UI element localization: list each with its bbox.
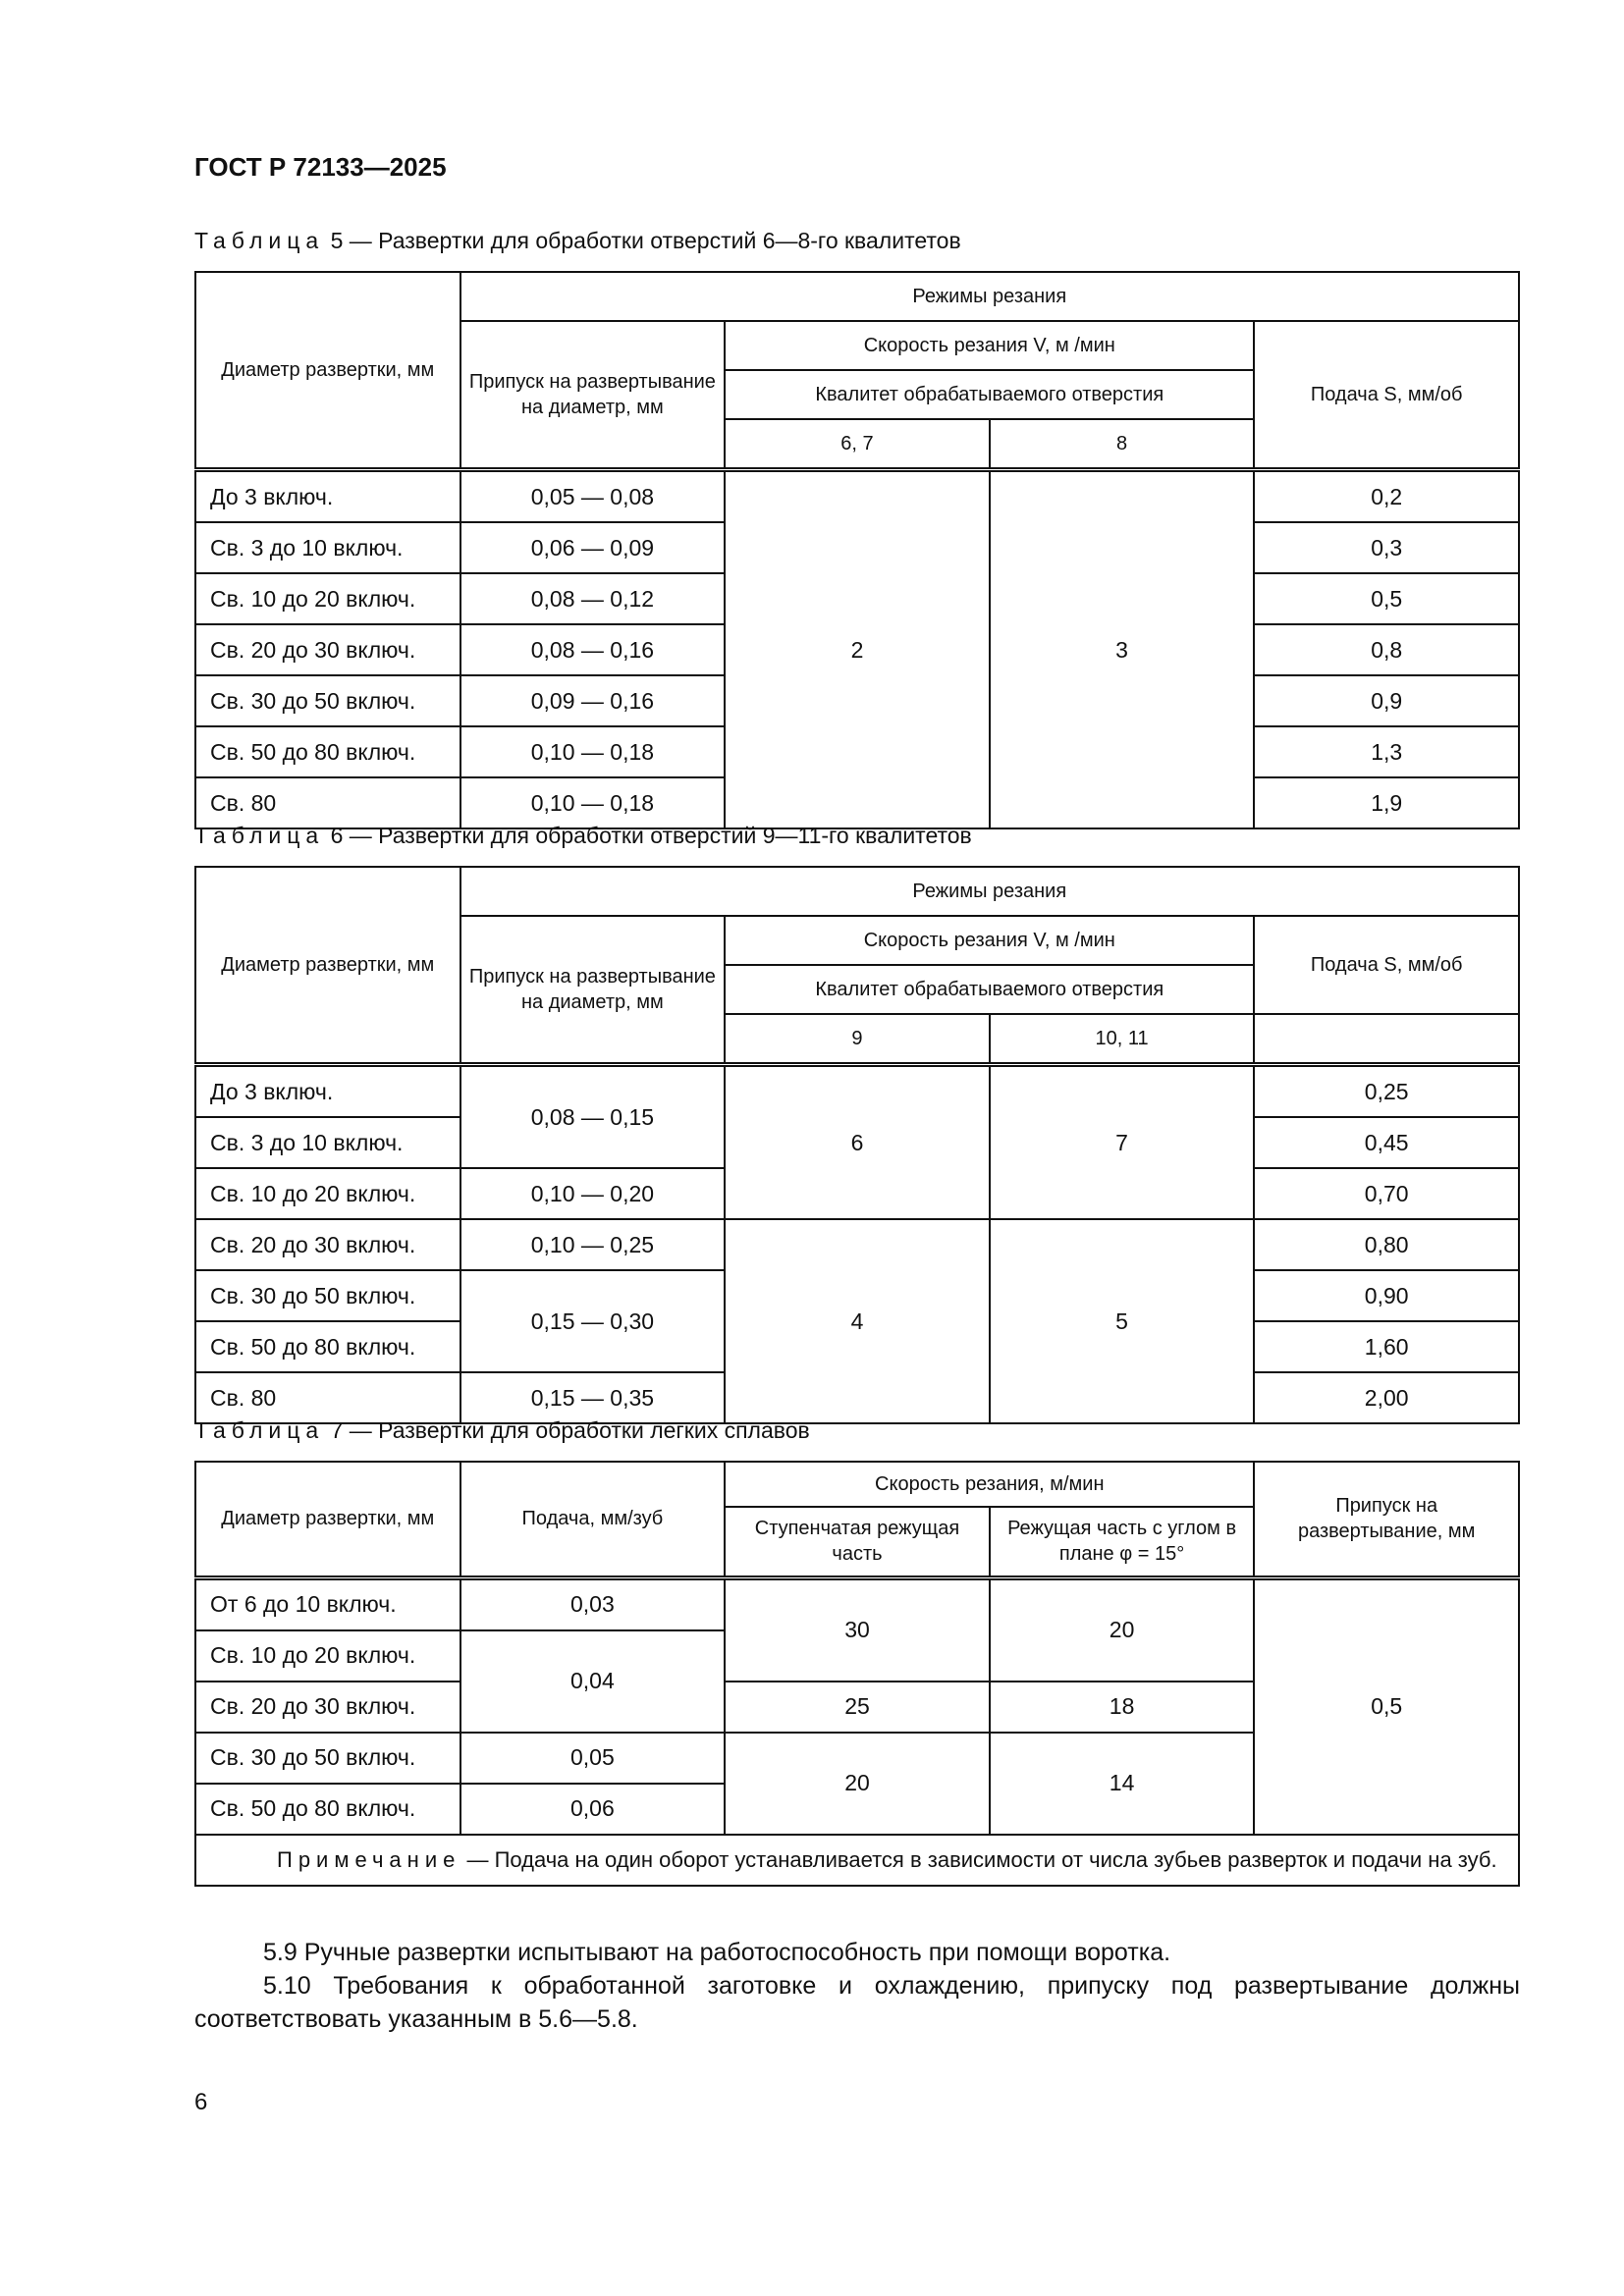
table-row: Св. 10 до 20 включ. 0,10 — 0,20 0,70 — [194, 1167, 1520, 1220]
table7-caption: Таблица 7 — Развертки для обработки легк… — [194, 1417, 810, 1443]
paragraph-5-9: 5.9 Ручные развертки испытывают на работ… — [263, 1939, 1171, 1966]
table-note: Примечание — Подача на один оборот устан… — [194, 1833, 1520, 1887]
table-row: Св. 50 до 80 включ. 0,10 — 0,18 1,3 — [194, 725, 1520, 778]
table6-caption: Таблица 6 — Развертки для обработки отве… — [194, 823, 972, 848]
table-row: Св. 30 до 50 включ. 0,05 20 14 — [194, 1731, 1519, 1836]
table-5: Диаметр развертки, мм Режимы резания Прип… — [194, 271, 1521, 829]
table-row: Св. 20 до 30 включ. 25 18 — [194, 1680, 1519, 1734]
table-row: До 3 включ. 0,05 — 0,08 2 3 0,2 — [194, 467, 1520, 829]
table-row: Св. 10 до 20 включ. 0,04 — [194, 1629, 1519, 1734]
table-row: Св. 30 до 50 включ. 0,09 — 0,16 0,9 — [194, 674, 1520, 727]
table-row: От 6 до 10 включ. 0,03 30 20 0,5 — [194, 1575, 1520, 1836]
paragraph-5-10: 5.10 Требования к обработанной заготовке… — [194, 1972, 1520, 2033]
table-row: До 3 включ. 0,08 — 0,15 6 7 0,25 — [194, 1062, 1520, 1220]
document-id: ГОСТ Р 72133—2025 — [194, 152, 447, 182]
table-row: Св. 30 до 50 включ. 0,15 — 0,30 0,90 — [194, 1269, 1520, 1373]
table-row: Св. 80 0,15 — 0,35 2,00 — [194, 1371, 1520, 1424]
table-7: Диаметр развертки, мм Подача, мм/зуб Скоро… — [194, 1461, 1520, 1887]
table-row: Св. 80 0,10 — 0,18 1,9 — [194, 776, 1520, 829]
table-row: Св. 50 до 80 включ. 1,60 — [194, 1320, 1520, 1373]
table5-caption: Таблица 5 — Развертки для обработки отве… — [194, 228, 961, 253]
table-row: Св. 3 до 10 включ. 0,45 — [194, 1116, 1520, 1169]
page-number: 6 — [194, 2089, 208, 2115]
table-row: Св. 20 до 30 включ. 0,08 — 0,16 0,8 — [194, 623, 1520, 676]
table-row: Св. 20 до 30 включ. 0,10 — 0,25 4 5 0,80 — [194, 1218, 1520, 1424]
table-row: Св. 3 до 10 включ. 0,06 — 0,09 0,3 — [194, 521, 1520, 574]
table-row: Св. 10 до 20 включ. 0,08 — 0,12 0,5 — [194, 572, 1520, 625]
table-row: Св. 50 до 80 включ. 0,06 — [194, 1782, 1519, 1836]
table-6: Диаметр развертки, мм Режимы резания Прип… — [194, 866, 1521, 1424]
